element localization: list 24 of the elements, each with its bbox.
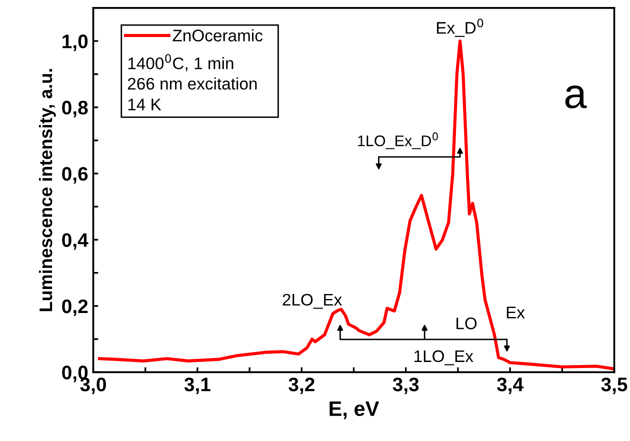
y-tick-label: 1,0 <box>62 34 88 52</box>
annotation: Ex_D$^{0}$ <box>436 18 484 37</box>
y-tick-label: 0,2 <box>62 299 88 316</box>
annotation: 2LO_Ex <box>282 294 342 309</box>
x-tick-label: 3,5 <box>601 378 628 394</box>
annotation: 14 K <box>128 98 162 110</box>
annotation: 1LO_Ex_D$^{0}$ <box>358 132 438 150</box>
x-axis-title: E, eV <box>330 402 380 420</box>
annotation: 1LO_Ex <box>414 350 474 366</box>
annotation: LO <box>456 318 477 330</box>
x-tick-label: 3,1 <box>184 378 210 394</box>
x-tick-label: 3,2 <box>288 378 314 394</box>
x-tick-label: 3,3 <box>392 378 419 394</box>
y-axis-title: Luminescence intensity, a.u. <box>38 69 56 312</box>
legend-label: ZnOceramic <box>172 29 263 42</box>
x-tick-label: 3,4 <box>496 378 524 394</box>
annotation: Ex <box>506 306 525 318</box>
annotation: a <box>565 86 587 108</box>
line-series <box>98 40 614 370</box>
y-tick-label: 0,8 <box>62 100 88 118</box>
y-tick-label: 0,6 <box>62 166 88 184</box>
annotation: 1400$^{0}$C, 1 min <box>128 54 234 72</box>
y-tick-label: 0,4 <box>62 233 88 250</box>
annotation: 266 nm excitation <box>128 77 257 90</box>
